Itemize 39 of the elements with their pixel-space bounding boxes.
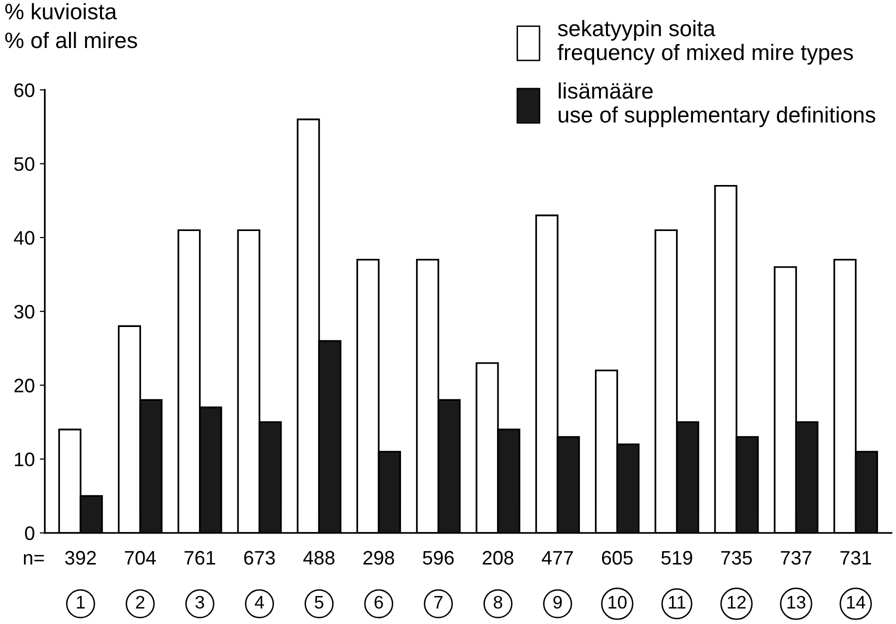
x-tick-label: 6 [374, 596, 383, 609]
text: 488 [303, 550, 334, 565]
y-axis-title: % kuvioista % of all mires [5, 3, 138, 48]
text: 596 [422, 550, 454, 565]
y-tick-label: 20 [14, 378, 34, 392]
x-tick-label: 12 [728, 596, 746, 608]
text: 673 [244, 550, 275, 565]
x-tick-label: 2 [136, 596, 144, 608]
x-tick-label: 9 [553, 596, 562, 609]
text: 477 [542, 551, 573, 565]
y-tick-label: 10 [14, 452, 34, 466]
x-tick-label: 8 [494, 596, 502, 609]
text: 731 [840, 550, 872, 565]
text: 735 [721, 550, 752, 565]
x-tick-label: 1 [76, 596, 85, 608]
x-tick-label: 7 [434, 596, 442, 608]
text: 208 [482, 550, 514, 565]
x-tick-label: 13 [787, 596, 806, 609]
x-tick-label: 5 [314, 596, 324, 609]
y-tick-label: 50 [14, 157, 34, 171]
text: 761 [184, 550, 216, 565]
legend-label: lisämääre use of supplementary definitions [558, 82, 876, 128]
x-tick-label: 11 [668, 596, 686, 608]
y-tick-label: 30 [14, 304, 34, 319]
y-tick-label: 60 [14, 83, 34, 98]
y-tick-label: 40 [14, 231, 34, 245]
y-tick-label: 0 [25, 526, 34, 540]
text: 519 [661, 550, 692, 565]
x-tick-label: 14 [847, 596, 866, 608]
x-tick-label: 4 [254, 596, 264, 608]
text: 392 [65, 550, 96, 565]
legend-label: sekatyypin soita frequency of mixed mire types [558, 20, 853, 65]
x-tick-label: 3 [196, 596, 204, 609]
text: 298 [363, 550, 394, 565]
text: 605 [602, 550, 633, 565]
text: n= [24, 554, 44, 565]
text: 704 [124, 550, 156, 565]
x-tick-label: 10 [608, 596, 627, 609]
text: 737 [780, 550, 812, 565]
